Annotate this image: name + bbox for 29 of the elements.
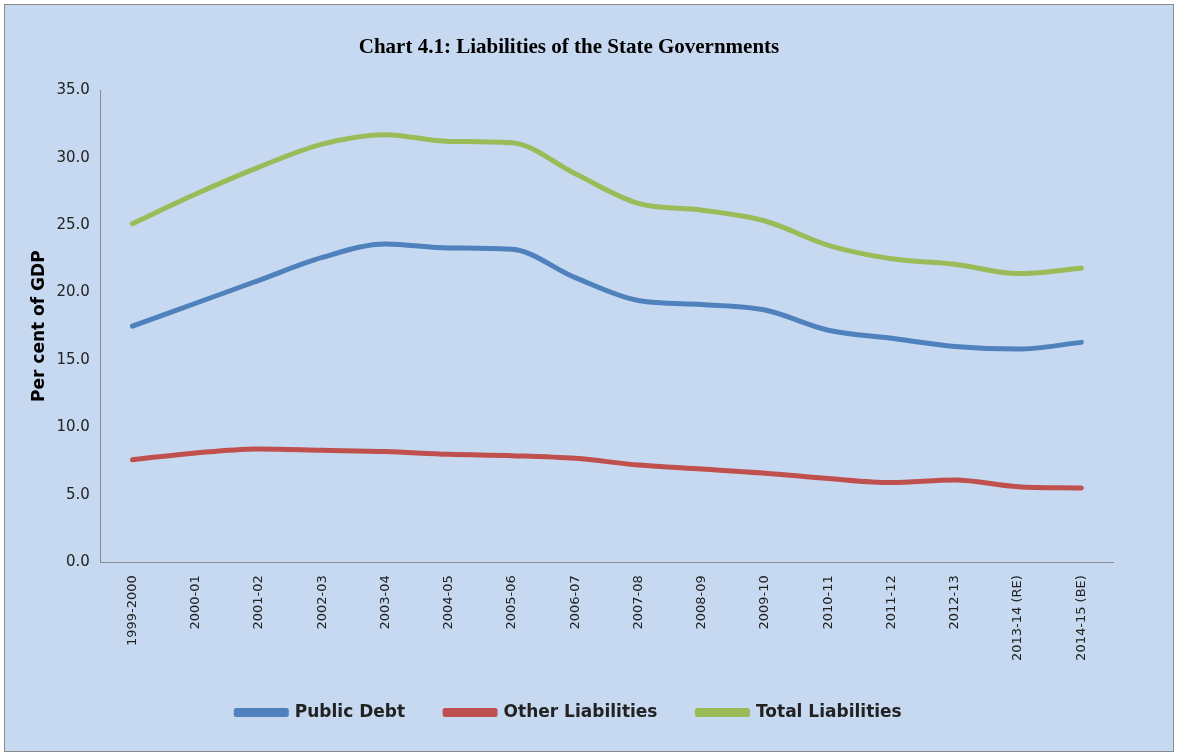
y-tick-label: 5.0	[65, 484, 90, 503]
y-tick-label: 15.0	[56, 349, 90, 368]
x-tick-label: 2006-07	[566, 575, 582, 630]
chart-title: Chart 4.1: Liabilities of the State Governments	[358, 34, 780, 59]
y-tick-label: 0.0	[65, 552, 90, 571]
x-tick-label: 1999-2000	[123, 575, 139, 647]
x-tick-label: 2008-09	[693, 575, 709, 630]
x-tick-label: 2011-12	[882, 575, 898, 630]
y-tick-label: 10.0	[56, 417, 90, 436]
x-tick-label: 2012-13	[946, 575, 962, 630]
x-tick-label: 2003-04	[376, 575, 392, 630]
x-tick-label: 2002-03	[313, 575, 329, 630]
x-tick-label: 2000-01	[187, 575, 203, 630]
x-tick-label: 2013-14 (RE)	[1009, 575, 1025, 661]
y-tick-label: 35.0	[56, 80, 90, 99]
x-tick-label: 2014-15 (BE)	[1072, 575, 1088, 661]
x-tick-label: 2005-06	[503, 575, 519, 630]
x-tick-label: 2001-02	[250, 575, 266, 630]
y-tick-label: 20.0	[56, 282, 90, 301]
y-tick-label: 25.0	[56, 214, 90, 233]
x-tick-label: 2009-10	[756, 575, 772, 630]
legend-label: Public Debt	[294, 700, 406, 721]
legend-label: Total Liabilities	[755, 700, 902, 721]
y-axis-title: Per cent of GDP	[27, 250, 48, 402]
legend-label: Other Liabilities	[503, 700, 658, 721]
x-tick-label: 2004-05	[440, 575, 456, 630]
x-tick-label: 2010-11	[819, 575, 835, 630]
y-tick-label: 30.0	[56, 147, 90, 166]
x-tick-label: 2007-08	[629, 575, 645, 630]
